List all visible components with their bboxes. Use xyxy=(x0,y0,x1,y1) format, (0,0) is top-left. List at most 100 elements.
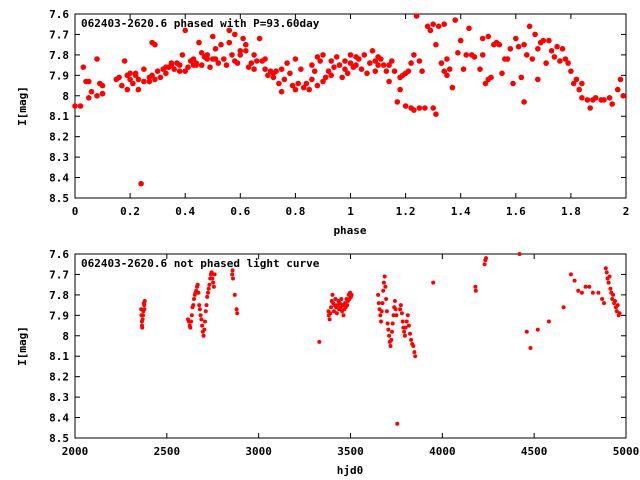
phased-data-point xyxy=(358,66,365,72)
raw-data-point xyxy=(524,329,529,334)
phased-data-point xyxy=(557,58,563,64)
raw-data-point xyxy=(431,280,436,285)
raw-data-point xyxy=(197,307,202,312)
phased-data-point xyxy=(438,60,445,66)
phased-data-point xyxy=(320,78,326,85)
raw-data-point xyxy=(611,292,616,297)
raw-data-point xyxy=(235,311,240,316)
raw-data-point xyxy=(398,307,403,312)
phased-data-point xyxy=(221,56,227,62)
phased-data-point xyxy=(281,76,288,83)
raw-data-point xyxy=(206,290,210,295)
phased-data-point xyxy=(378,56,384,62)
phased-x-tick-label: 0 xyxy=(72,205,79,218)
raw-data-point xyxy=(568,272,573,277)
phased-data-point xyxy=(226,39,233,46)
phased-data-point xyxy=(546,37,552,44)
phased-data-point xyxy=(232,31,238,38)
phased-data-point xyxy=(559,46,566,52)
raw-data-point xyxy=(142,303,147,308)
phased-x-tick-label: 1.2 xyxy=(396,205,416,218)
raw-data-point xyxy=(339,297,344,301)
raw-data-point xyxy=(379,319,383,324)
phased-data-point xyxy=(551,54,558,60)
raw-data-point xyxy=(604,270,609,275)
phased-data-point xyxy=(328,72,335,79)
raw-data-point xyxy=(400,319,405,324)
phased-x-tick-label: 0.4 xyxy=(175,205,195,218)
raw-data-point xyxy=(380,301,385,306)
raw-data-point xyxy=(376,301,381,306)
raw-data-point xyxy=(198,313,203,318)
phased-data-point xyxy=(292,86,299,93)
phased-data-point xyxy=(427,27,434,34)
phased-data-point xyxy=(152,41,158,48)
phased-data-point xyxy=(243,41,249,48)
phased-data-point xyxy=(361,52,368,58)
phased-data-point xyxy=(367,60,373,66)
raw-data-point xyxy=(403,325,408,330)
phased-data-point xyxy=(570,80,577,87)
phased-data-point xyxy=(157,74,164,81)
phased-data-point xyxy=(295,80,302,87)
raw-data-point xyxy=(204,303,209,308)
phased-data-point xyxy=(94,56,100,62)
raw-data-point xyxy=(195,282,200,287)
phased-data-point xyxy=(389,58,395,64)
raw-data-point xyxy=(484,256,488,261)
raw-data-point xyxy=(391,313,396,318)
phased-data-point xyxy=(127,76,133,83)
phased-x-tick-label: 1.4 xyxy=(451,205,471,218)
raw-data-point xyxy=(399,311,404,316)
phased-data-point xyxy=(353,62,359,68)
raw-data-point xyxy=(212,272,217,277)
phased-data-point xyxy=(132,72,139,79)
phased-data-point xyxy=(223,62,230,68)
phased-data-point xyxy=(185,64,191,70)
raw-data-point xyxy=(140,325,145,330)
raw-data-point xyxy=(188,325,193,330)
raw-data-point xyxy=(583,284,588,289)
phased-data-point xyxy=(163,70,169,77)
phased-data-point xyxy=(141,78,147,85)
raw-data-point xyxy=(379,309,384,314)
phased-data-point xyxy=(408,60,414,66)
raw-data-point xyxy=(206,286,211,291)
raw-plot-title: 062403-2620.6 not phased light curve xyxy=(81,257,320,270)
phased-data-point xyxy=(568,68,574,74)
phased-data-point xyxy=(449,84,456,91)
phased-data-point xyxy=(146,78,153,85)
raw-x-tick-label: 4000 xyxy=(429,445,456,458)
raw-data-point xyxy=(385,321,390,326)
phased-data-point xyxy=(540,37,547,44)
phased-data-point xyxy=(535,76,541,83)
phased-data-point xyxy=(356,56,362,62)
raw-data-point xyxy=(406,323,411,328)
phased-data-point xyxy=(237,48,244,54)
phased-data-point xyxy=(284,60,290,66)
phased-data-point xyxy=(460,66,467,72)
phased-data-point xyxy=(248,60,255,66)
raw-data-point xyxy=(330,292,335,297)
phased-y-tick-label: 7.9 xyxy=(49,69,69,82)
phased-data-point xyxy=(402,103,409,109)
phased-data-point xyxy=(121,58,128,64)
phased-x-tick-label: 1 xyxy=(347,205,354,218)
phased-data-point xyxy=(499,70,505,77)
phased-y-tick-label: 8 xyxy=(62,90,69,103)
phased-data-point xyxy=(204,52,210,58)
phased-data-point xyxy=(262,56,268,62)
phased-data-point xyxy=(430,105,437,111)
phased-data-point xyxy=(251,52,257,58)
phased-data-point xyxy=(245,64,252,70)
phased-data-point xyxy=(215,60,222,66)
phased-data-point xyxy=(579,95,585,101)
raw-data-point xyxy=(413,354,418,359)
phased-data-point xyxy=(234,60,241,66)
phased-x-tick-label: 1.6 xyxy=(506,205,526,218)
phased-data-point xyxy=(457,37,464,44)
phased-data-point xyxy=(278,88,285,95)
raw-data-point xyxy=(610,297,615,301)
raw-data-point xyxy=(389,337,394,342)
phased-data-point xyxy=(463,52,470,58)
